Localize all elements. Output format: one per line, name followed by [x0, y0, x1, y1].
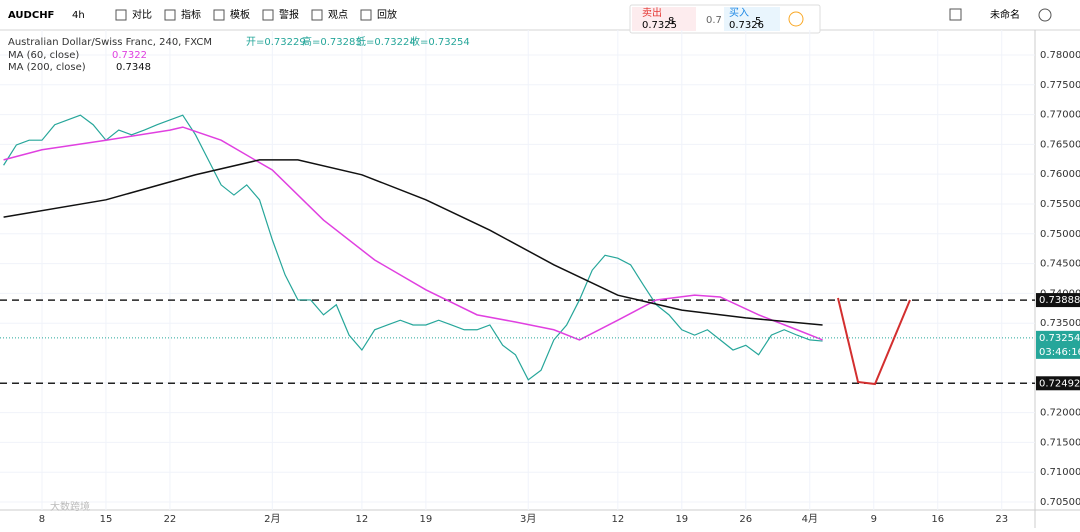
legend-close: 收=0.73254 [410, 35, 470, 48]
y-tick-label: 0.77000 [1040, 110, 1080, 121]
y-tick-label: 0.75500 [1040, 199, 1080, 210]
y-tick-label: 0.73500 [1040, 318, 1080, 329]
sell-price: 0.7325 [642, 20, 677, 31]
toolbar-item[interactable]: 观点 [328, 9, 348, 21]
y-tick-label: 0.70500 [1040, 497, 1080, 508]
y-tick-label: 0.78000 [1040, 50, 1080, 61]
x-tick-label: 19 [420, 514, 433, 525]
toolbar-icon [360, 9, 372, 21]
sell-button[interactable] [632, 7, 696, 31]
x-tick-label: 22 [164, 514, 177, 525]
buy-sup: 5 [755, 16, 761, 27]
legend-high: 高=0.73283 [302, 35, 362, 48]
toolbar-icon [115, 9, 127, 21]
toolbar-icon [164, 9, 176, 21]
y-tick-label: 0.71500 [1040, 437, 1080, 448]
x-tick-label: 12 [611, 514, 624, 525]
sell-sup: 8 [668, 16, 674, 27]
ma-line [3, 126, 823, 341]
y-tick-label: 0.75000 [1040, 229, 1080, 240]
buy-price: 0.7326 [729, 20, 764, 31]
last-price-tag [1036, 330, 1080, 359]
x-tick-label: 26 [739, 514, 752, 525]
x-tick-label: 3月 [520, 513, 536, 525]
y-tick-label: 0.72000 [1040, 408, 1080, 419]
buy-button[interactable] [724, 7, 780, 31]
toolbar-item[interactable]: 模板 [230, 8, 250, 21]
level-tag [1036, 293, 1080, 308]
x-tick-label: 4月 [802, 513, 818, 525]
toolbar-icon [262, 9, 274, 21]
y-tick-label: 0.74500 [1040, 259, 1080, 270]
last-price-label: 0.73254 [1039, 333, 1080, 344]
level-label: 0.72492 [1039, 378, 1080, 389]
x-tick-label: 23 [995, 514, 1008, 525]
legend-low: 低=0.73224 [356, 35, 416, 48]
toolbar-item[interactable]: 指标 [181, 8, 201, 21]
ma200-value: 0.7348 [116, 62, 151, 73]
toolbar-item[interactable]: 对比 [132, 8, 152, 21]
info-icon[interactable] [788, 11, 804, 27]
legend-open: 开=0.73229 [246, 37, 306, 48]
watermark: 大数跨境 [50, 500, 90, 513]
x-tick-label: 2月 [264, 513, 280, 525]
sell-label: 卖出 [642, 6, 662, 19]
toolbar-icon [311, 9, 323, 21]
countdown: 03:46:16 [1039, 347, 1080, 358]
legend-title: Australian Dollar/Swiss Franc, 240, FXCM [8, 37, 212, 48]
toolbar-icon [213, 9, 225, 21]
x-tick-label: 8 [39, 514, 45, 525]
y-tick-label: 0.71000 [1040, 467, 1080, 478]
x-tick-label: 19 [675, 514, 688, 525]
settings-icon[interactable] [1038, 8, 1052, 22]
y-tick-label: 0.77500 [1040, 80, 1080, 91]
ma-line [3, 159, 823, 326]
buy-label: 买入 [729, 7, 749, 19]
toolbar-items: 对比 指标 模板 警报 观点 回放 [115, 8, 397, 21]
price-line [3, 114, 823, 381]
checkbox[interactable] [949, 8, 962, 21]
ma60-value: 0.7322 [112, 50, 147, 61]
ma60-label: MA (60, close) [8, 50, 79, 61]
x-tick-label: 12 [356, 514, 369, 525]
grid [0, 30, 1035, 510]
toolbar-item[interactable]: 警报 [279, 8, 299, 21]
toolbar [0, 0, 1080, 30]
plot [0, 114, 1035, 385]
x-tick-label: 9 [871, 514, 877, 525]
level-tag [1036, 376, 1080, 391]
ma200-label: MA (200, close) [8, 62, 86, 73]
level-label: 0.73888 [1039, 295, 1080, 306]
symbol[interactable]: AUDCHF [8, 10, 54, 21]
y-tick-label: 0.76500 [1040, 139, 1080, 150]
toolbar-item[interactable]: 回放 [377, 8, 397, 21]
drawn-arrows [837, 297, 911, 386]
y-tick-label: 0.76000 [1040, 169, 1080, 180]
spread: 0.7 [706, 15, 722, 26]
interval[interactable]: 4h [72, 10, 85, 21]
x-tick-label: 16 [931, 514, 944, 525]
layout-name[interactable]: 未命名 [990, 8, 1020, 21]
x-tick-label: 15 [100, 514, 113, 525]
